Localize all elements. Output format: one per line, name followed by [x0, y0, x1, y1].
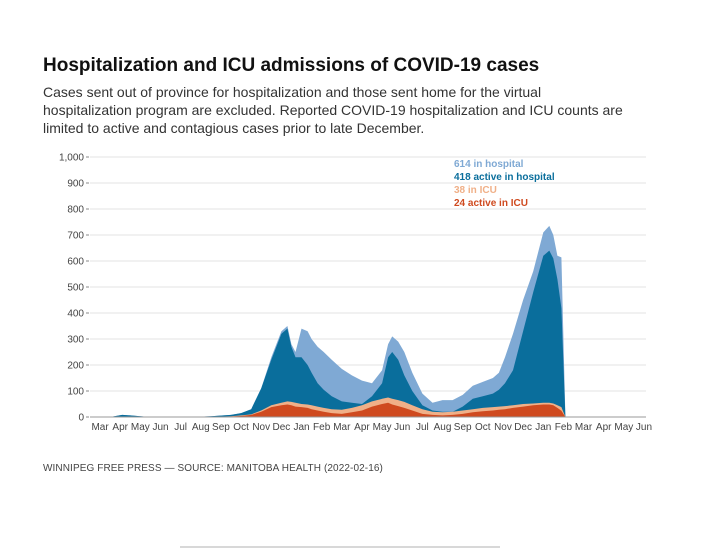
- x-tick-label: Mar: [91, 422, 109, 433]
- x-tick-label: Nov: [494, 422, 512, 433]
- x-tick-label: Oct: [233, 422, 249, 433]
- x-tick-label: Jan: [535, 422, 551, 433]
- x-tick-label: May: [373, 422, 392, 433]
- x-tick-label: Jan: [293, 422, 309, 433]
- x-tick-label: Apr: [354, 422, 370, 433]
- legend-entry: 614 in hospital: [454, 159, 524, 170]
- area-series: [110, 225, 574, 417]
- x-tick-label: Jun: [152, 422, 168, 433]
- legend-entry: 38 in ICU: [454, 185, 497, 196]
- x-tick-label: Nov: [252, 422, 270, 433]
- chart-subtitle: Cases sent out of province for hospitali…: [43, 84, 623, 136]
- chart-title: Hospitalization and ICU admissions of CO…: [43, 55, 540, 76]
- x-tick-label: Apr: [596, 422, 612, 433]
- bottom-divider: [180, 546, 500, 548]
- x-tick-label: May: [131, 422, 150, 433]
- y-tick-label: 700: [67, 231, 84, 242]
- y-tick-label: 300: [67, 335, 84, 346]
- x-tick-label: Oct: [475, 422, 491, 433]
- y-tick-label: 500: [67, 283, 84, 294]
- x-tick-label: Feb: [555, 422, 573, 433]
- y-tick-label: 200: [67, 361, 84, 372]
- y-tick-label: 900: [67, 179, 84, 190]
- y-tick-label: 600: [67, 257, 84, 268]
- x-tick-label: Dec: [272, 422, 290, 433]
- x-tick-label: Sep: [212, 422, 230, 433]
- x-tick-label: Mar: [333, 422, 351, 433]
- x-tick-label: Jul: [174, 422, 187, 433]
- y-tick-label: 1,000: [59, 153, 84, 164]
- x-tick-label: Aug: [192, 422, 210, 433]
- y-tick-label: 400: [67, 309, 84, 320]
- legend-entry: 24 active in ICU: [454, 198, 528, 209]
- x-tick-label: May: [614, 422, 633, 433]
- y-tick-label: 100: [67, 387, 84, 398]
- x-tick-label: Jun: [394, 422, 410, 433]
- area-418-active-in-hospital: [110, 250, 574, 417]
- x-tick-label: Dec: [514, 422, 532, 433]
- area-24-active-in-icu: [110, 402, 574, 417]
- x-tick-label: Sep: [454, 422, 472, 433]
- y-tick-label: 800: [67, 205, 84, 216]
- y-tick-label: 0: [78, 413, 84, 424]
- x-tick-label: Mar: [575, 422, 593, 433]
- x-tick-label: Jul: [416, 422, 429, 433]
- area-38-in-icu: [110, 397, 574, 417]
- x-tick-label: Apr: [112, 422, 128, 433]
- source-credit: WINNIPEG FREE PRESS — SOURCE: MANITOBA H…: [43, 463, 383, 474]
- y-axis: 0 100 200 300 400 500 600 700 800 900 1,000: [59, 153, 89, 424]
- legend: 614 in hospital 418 active in hospital 38 …: [454, 159, 555, 209]
- x-tick-label: Jun: [636, 422, 652, 433]
- x-tick-label: Feb: [313, 422, 331, 433]
- legend-entry: 418 active in hospital: [454, 172, 555, 183]
- x-tick-label: Aug: [434, 422, 452, 433]
- x-axis: Mar Apr May Jun Jul Aug Sep Oct Nov Dec Jan Feb Mar A…: [90, 416, 652, 433]
